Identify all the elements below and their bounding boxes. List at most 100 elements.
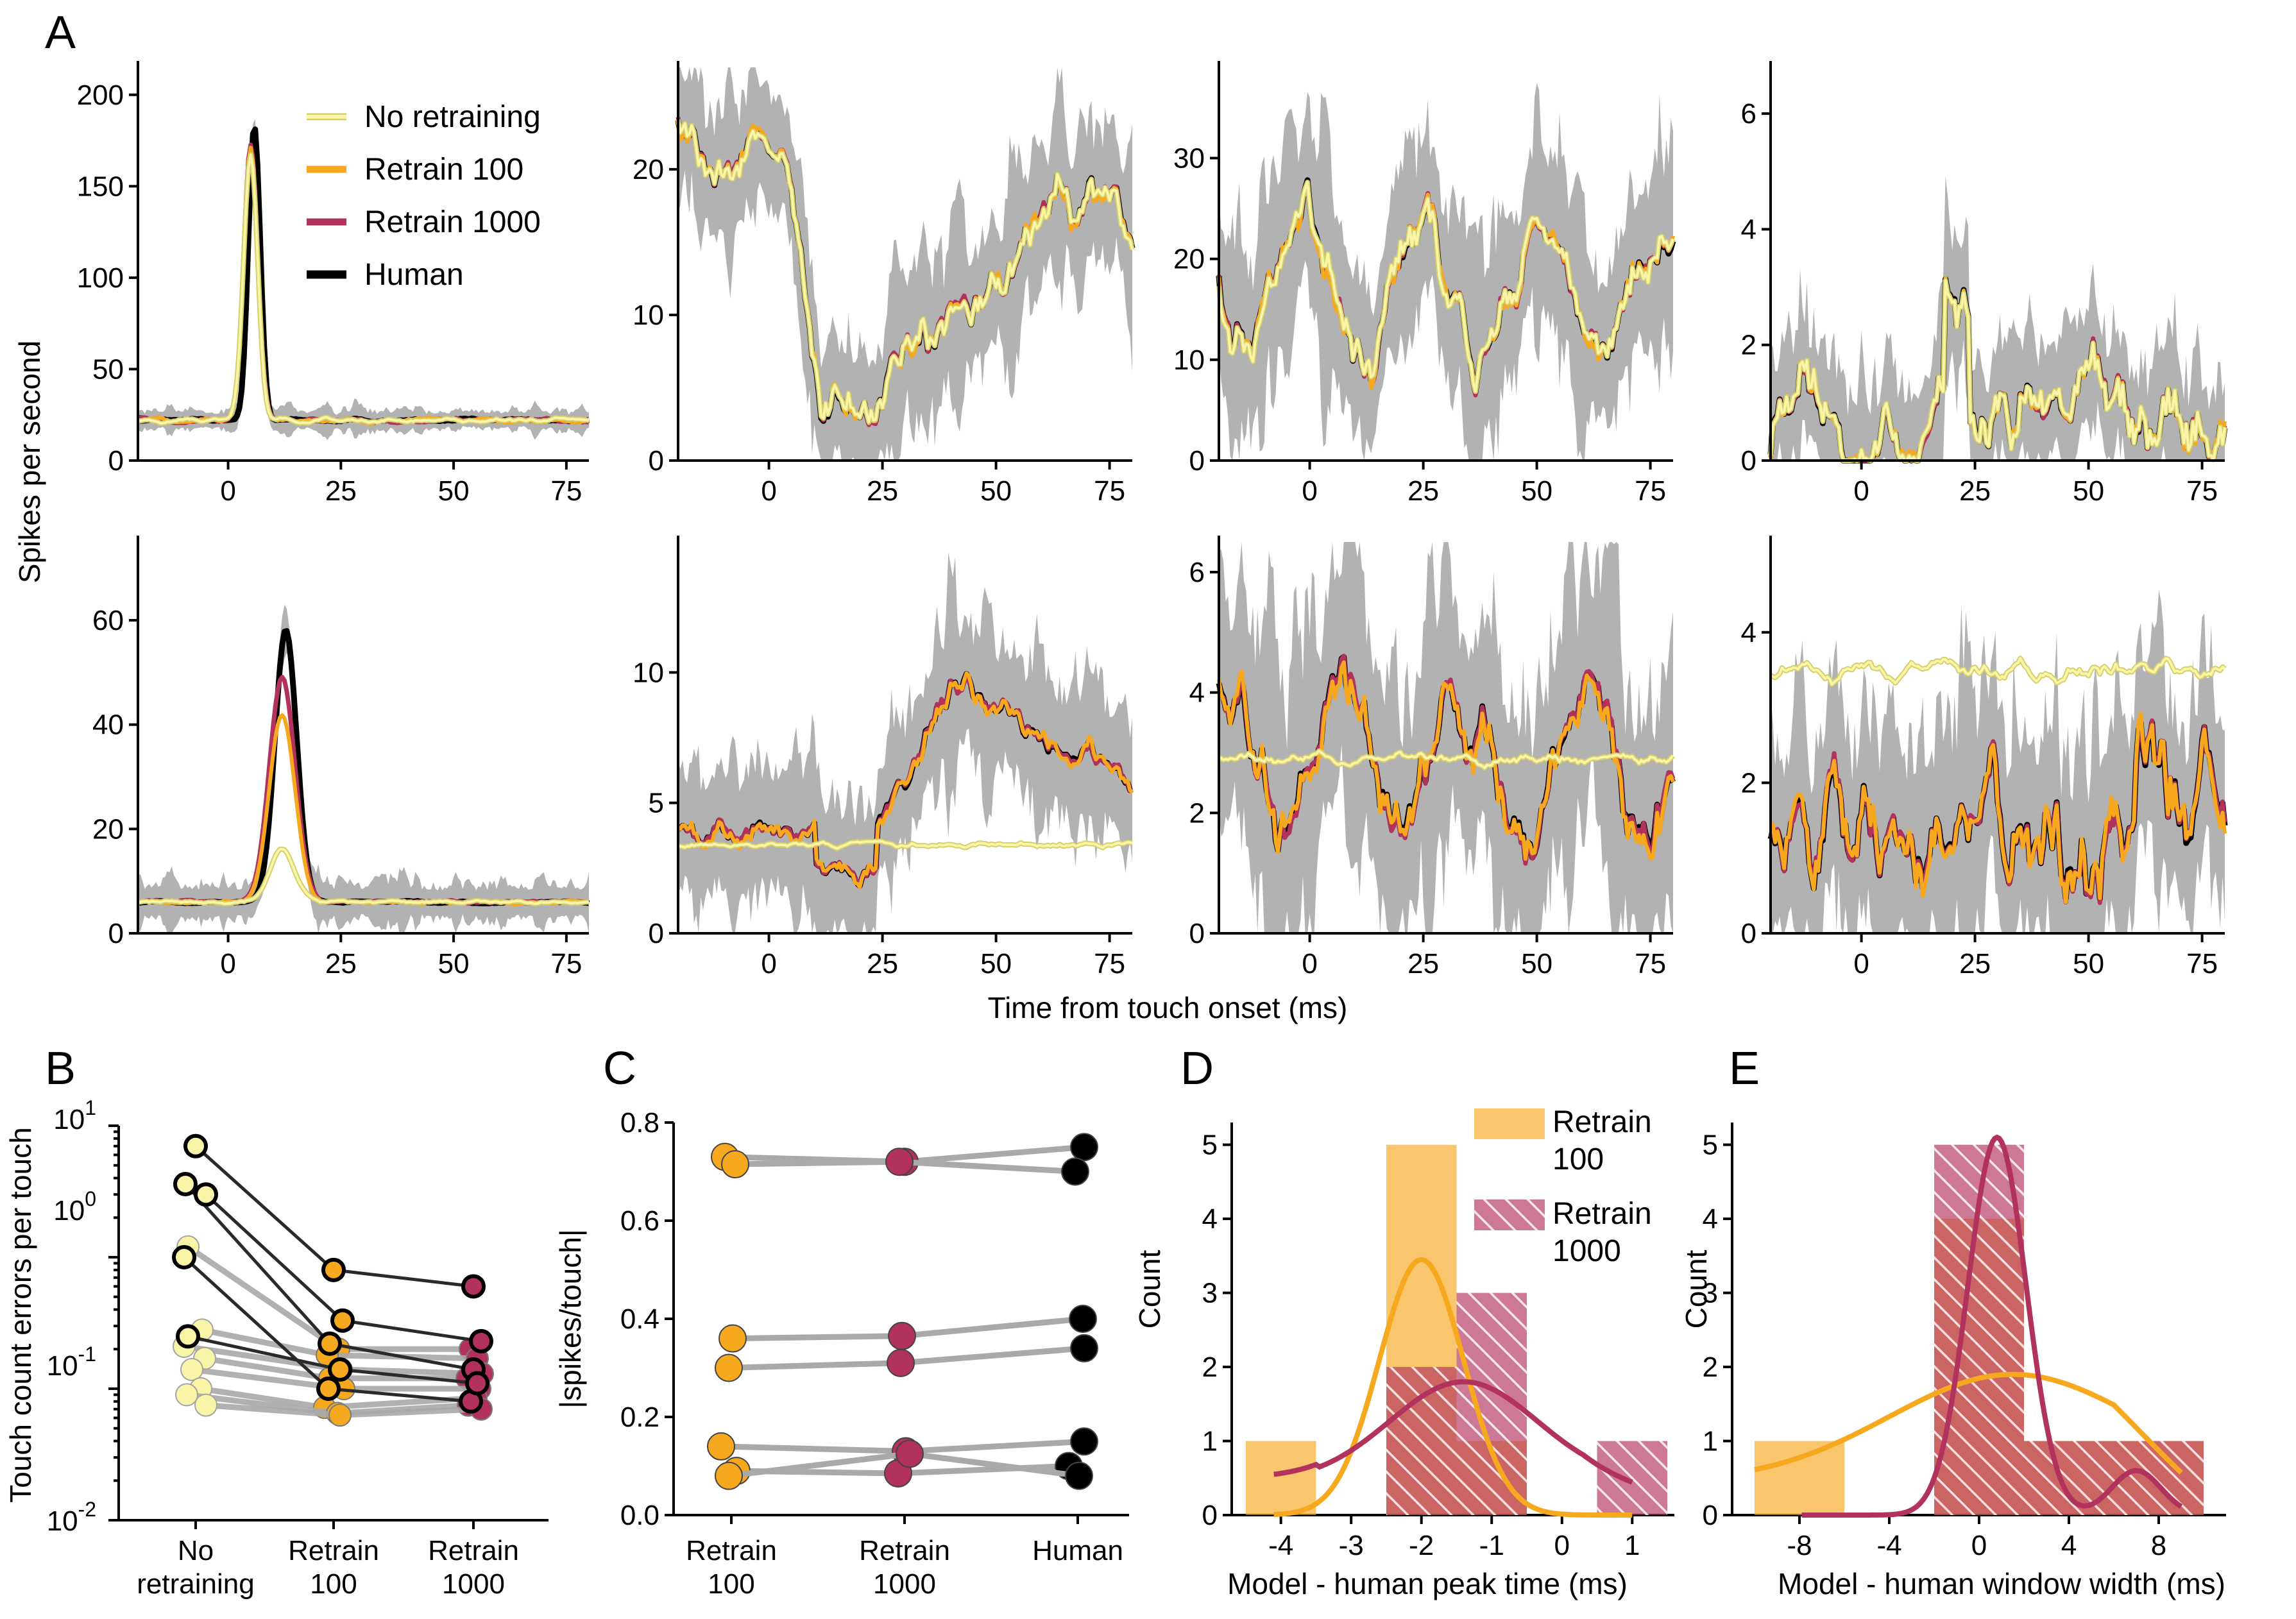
panel-b-ytick-base: 10: [47, 1505, 78, 1537]
panel-b-ytick-base: 10: [47, 1350, 78, 1382]
series-line-human: [137, 628, 590, 906]
x-tick-label: 75: [1635, 475, 1666, 507]
x-tick-label: 0: [1554, 1530, 1570, 1561]
panel-c-plot: |spikes/touch| Retrain 100 Retrain 1000 …: [554, 1107, 1129, 1600]
y-tick-label: 0: [108, 918, 124, 949]
data-point-highlight: [465, 1371, 489, 1396]
x-tick-label: 25: [1959, 475, 1991, 507]
y-tick-label: 4: [1741, 617, 1756, 648]
data-point: [328, 1403, 352, 1427]
data-point: [715, 1353, 743, 1382]
y-tick-label: 6: [1189, 557, 1205, 588]
panel-d-legend: Retrain 100 Retrain 1000: [1474, 1105, 1652, 1268]
panel-b-ytick-exp: 0: [85, 1187, 96, 1210]
y-tick-label: 2: [1703, 1352, 1718, 1383]
panel-label-e: E: [1729, 1043, 1760, 1094]
panel-b-ytick-label: 101: [53, 1096, 96, 1135]
y-tick-label: 0: [649, 918, 664, 949]
panel-a-subplot: 0 10 20 0 25 50 75: [633, 61, 1135, 507]
x-tick-label: -3: [1339, 1530, 1364, 1561]
x-tick-label: 1: [1624, 1530, 1640, 1561]
y-tick-label: 20: [92, 813, 124, 845]
panel-c-xtick-label: Retrain: [859, 1535, 950, 1566]
x-tick-label: 50: [2073, 948, 2104, 979]
x-tick-label: 25: [1959, 948, 1991, 979]
series-line-retrain-100: [677, 671, 1134, 890]
x-tick-label: 4: [2061, 1530, 2077, 1561]
data-point-highlight: [318, 1331, 342, 1356]
data-point: [1069, 1305, 1097, 1333]
y-tick-label: 20: [633, 154, 664, 185]
data-point: [721, 1150, 749, 1179]
std-band: [1771, 176, 2225, 461]
x-tick-label: 25: [867, 948, 898, 979]
panel-a-subplot: 0 20 40 60 0 25 50 75: [92, 536, 590, 979]
x-tick-label: 25: [1407, 948, 1439, 979]
panel-b-ytick-exp: -1: [78, 1343, 96, 1366]
data-point: [175, 1383, 198, 1407]
y-tick-label: 0: [1189, 445, 1205, 477]
data-point: [885, 1148, 914, 1176]
y-tick-label: 150: [77, 171, 124, 202]
x-tick-label: -2: [1409, 1530, 1434, 1561]
y-tick-label: 0: [1202, 1500, 1218, 1531]
x-tick-label: -8: [1787, 1530, 1812, 1561]
series-line-no-retraining: [677, 840, 1133, 850]
series-line-no-retraining: [137, 847, 590, 905]
y-tick-label: 4: [1703, 1203, 1718, 1235]
y-tick-label: 0.0: [620, 1500, 659, 1531]
data-point-highlight: [328, 1357, 352, 1382]
y-tick-label: 5: [1703, 1130, 1718, 1161]
histogram-bar-retrain-1000: [1597, 1441, 1668, 1515]
series-line-no-retraining: [1218, 181, 1674, 393]
x-tick-label: 50: [980, 948, 1012, 979]
x-tick-label: 25: [325, 475, 357, 507]
data-point-highlight: [194, 1182, 218, 1207]
std-band: [138, 604, 589, 933]
y-tick-label: 200: [77, 80, 124, 111]
x-tick-label: 75: [2186, 948, 2218, 979]
legend-label-d-retrain-100: Retrain: [1552, 1105, 1652, 1139]
y-tick-label: 10: [1173, 344, 1205, 376]
x-tick-label: 75: [1094, 475, 1125, 507]
y-tick-label: 3: [1202, 1278, 1218, 1309]
x-tick-label: -1: [1479, 1530, 1504, 1561]
legend-label-retrain-100: Retrain 100: [364, 153, 523, 187]
panel-b-ytick-label: 10-1: [47, 1343, 96, 1382]
data-point: [1070, 1133, 1098, 1162]
panel-c-xtick-label: Retrain: [686, 1535, 777, 1566]
panel-label-c: C: [603, 1043, 636, 1094]
x-tick-label: 50: [438, 475, 470, 507]
x-tick-label: 0: [220, 475, 235, 507]
y-tick-label: 3: [1703, 1278, 1718, 1309]
kde-line-retrain-1000: [1273, 1379, 1633, 1485]
std-band: [1219, 83, 1673, 461]
x-tick-label: 75: [550, 948, 582, 979]
data-point-highlight: [316, 1377, 341, 1401]
kde-line-retrain-1000: [1801, 1134, 2183, 1518]
panel-e-plot: Count Model - human window width (ms) 0 1…: [1679, 1123, 2226, 1600]
series-line-no-retraining: [1218, 749, 1674, 770]
y-tick-label: 1: [1703, 1426, 1718, 1457]
x-tick-label: 50: [1521, 475, 1552, 507]
data-point-highlight: [469, 1328, 493, 1353]
panel-c-xtick-label: 100: [708, 1568, 754, 1600]
y-tick-label: 10: [633, 300, 664, 331]
panel-a-subplot: 0 10 20 30 0 25 50 75: [1173, 61, 1676, 507]
data-point: [180, 1358, 203, 1382]
series-line-retrain-100: [1217, 660, 1675, 861]
data-point: [719, 1324, 747, 1353]
histogram-bar-retrain-100: [1755, 1441, 1844, 1515]
panel-a-subplot: 0 2 4 0 25 50 75: [1741, 536, 2228, 979]
y-tick-label: 0.4: [620, 1303, 659, 1335]
legend-label-no-retraining: No retraining: [364, 100, 541, 134]
kde-line-retrain-100: [1754, 1371, 2183, 1475]
y-tick-label: 60: [92, 605, 124, 636]
panel-b-xtick-label: Retrain: [428, 1535, 519, 1566]
x-tick-label: 50: [438, 948, 470, 979]
y-tick-label: 2: [1189, 797, 1205, 829]
x-tick-label: 8: [2151, 1530, 2166, 1561]
y-tick-label: 0: [1741, 445, 1756, 477]
panel-b-ytick-label: 100: [53, 1187, 96, 1226]
